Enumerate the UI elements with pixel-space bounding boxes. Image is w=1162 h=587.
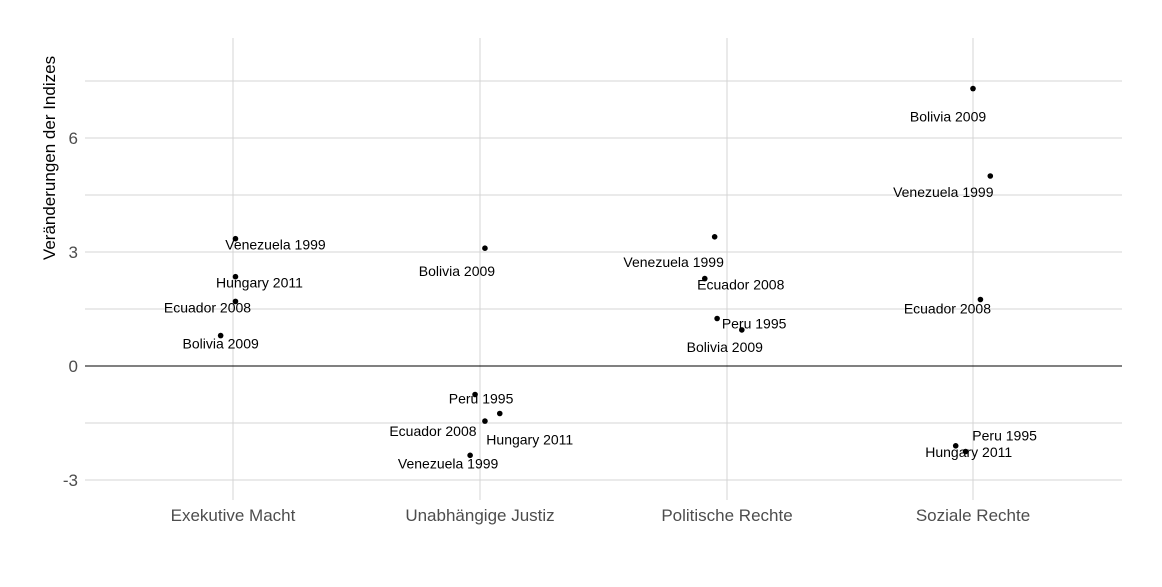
x-tick-label: Unabhängige Justiz [405, 506, 554, 525]
y-axis-title: Veränderungen der Indizes [40, 56, 59, 260]
data-point [977, 296, 984, 303]
data-labels: Venezuela 1999 Hungary 2011 Ecuador 2008 Bo… [164, 109, 1037, 472]
data-label: Bolivia 2009 [687, 339, 763, 355]
data-point [232, 273, 239, 280]
data-point [714, 315, 720, 322]
data-label: Ecuador 2008 [697, 277, 784, 293]
y-tick-label: 6 [69, 129, 78, 148]
data-point [701, 275, 708, 282]
data-label: Peru 1995 [722, 316, 787, 332]
data-label: Venezuela 1999 [893, 184, 994, 200]
data-label: Peru 1995 [972, 428, 1037, 444]
x-tick-label: Politische Rechte [661, 506, 792, 525]
data-label: Venezuela 1999 [225, 237, 326, 253]
data-point [962, 448, 969, 455]
y-tick-label: -3 [63, 471, 78, 490]
data-label: Venezuela 1999 [398, 455, 499, 471]
data-point [232, 235, 239, 242]
data-label: Peru 1995 [449, 391, 514, 407]
data-label: Bolivia 2009 [910, 109, 986, 125]
data-point [739, 327, 745, 333]
data-point [472, 391, 478, 398]
data-point [232, 298, 239, 305]
data-label: Ecuador 2008 [389, 423, 476, 439]
data-point [467, 452, 473, 459]
data-label: Bolivia 2009 [183, 336, 259, 352]
data-label: Ecuador 2008 [164, 299, 251, 315]
data-point [970, 85, 976, 92]
data-point [952, 443, 959, 449]
data-point [482, 418, 488, 424]
y-tick-label: 0 [69, 357, 78, 376]
data-label: Bolivia 2009 [419, 263, 495, 279]
y-tick-labels: -3 0 3 6 [63, 129, 78, 490]
data-point [482, 245, 488, 251]
data-points [217, 85, 994, 459]
data-point [987, 173, 994, 179]
x-tick-label: Exekutive Macht [171, 506, 296, 525]
x-tick-label: Soziale Rechte [916, 506, 1030, 525]
data-label: Venezuela 1999 [623, 254, 724, 270]
data-label: Hungary 2011 [216, 275, 303, 291]
data-point [711, 234, 718, 240]
data-label: Hungary 2011 [486, 432, 573, 448]
data-point [496, 410, 503, 417]
y-tick-label: 3 [69, 243, 78, 262]
x-tick-labels: Exekutive Macht Unabhängige Justiz Politis… [171, 506, 1031, 525]
data-point [217, 332, 224, 339]
data-label: Hungary 2011 [925, 444, 1012, 460]
grid [85, 38, 1122, 500]
data-label: Ecuador 2008 [904, 301, 991, 317]
